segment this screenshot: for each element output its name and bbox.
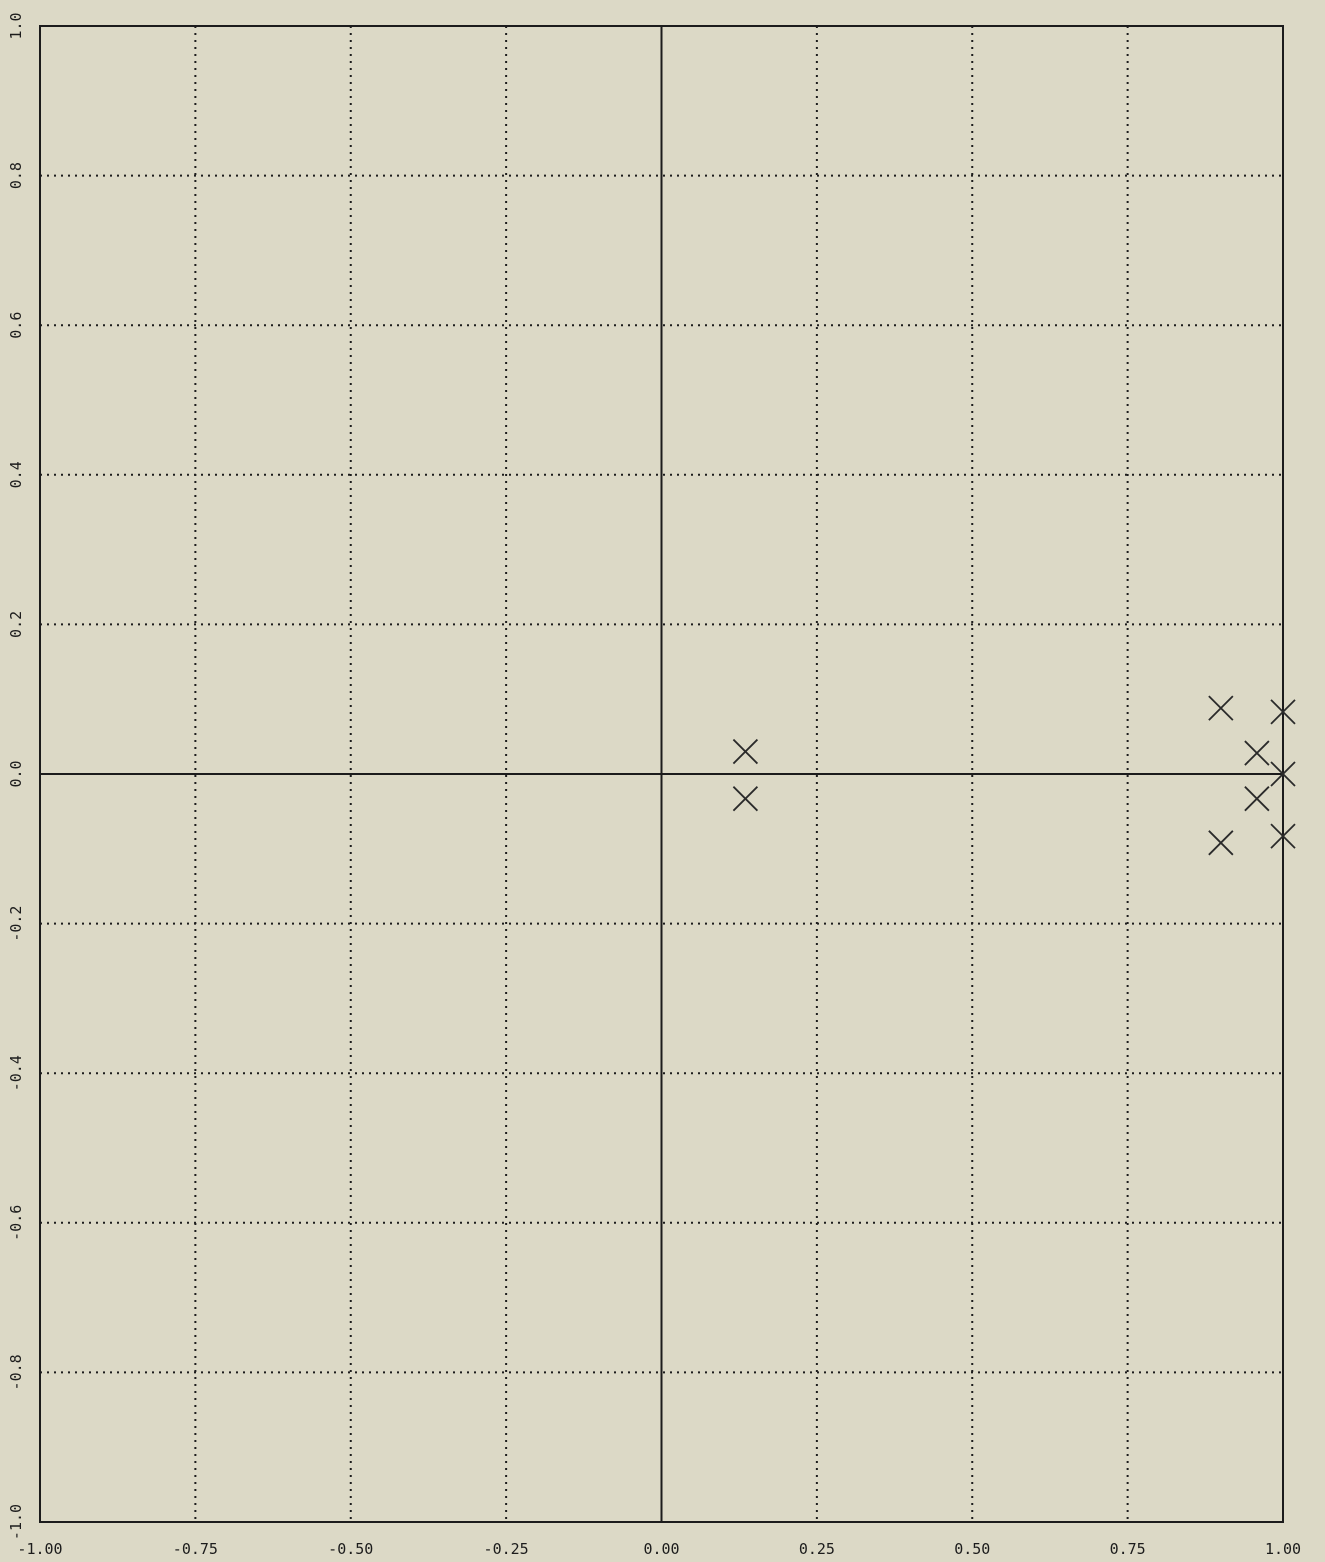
y-tick-label: 0.6 — [7, 312, 25, 339]
pole-marker-stroke — [732, 786, 759, 812]
pole-marker-stroke — [1270, 699, 1296, 725]
y-tick-label: 0.8 — [7, 162, 25, 189]
x-tick-label: -0.50 — [328, 1540, 373, 1558]
x-tick-label: -0.75 — [173, 1540, 218, 1558]
y-tick-label: -0.2 — [7, 906, 25, 942]
grid-lines — [40, 26, 1283, 1522]
pole-marker-stroke — [1208, 695, 1234, 721]
pole-marker — [1208, 830, 1234, 856]
pole-markers — [732, 695, 1296, 856]
pole-marker-stroke — [1270, 823, 1296, 849]
pole-marker — [1244, 786, 1270, 812]
zero-axes — [40, 26, 1283, 1522]
pole-marker — [1270, 699, 1296, 725]
pole-marker-stroke — [732, 738, 759, 765]
y-tick-label: -0.8 — [7, 1354, 25, 1390]
pole-marker-stroke — [1244, 740, 1270, 766]
y-tick-labels: -1.0 -0.8 -0.6 -0.4 -0.2 0.0 0.2 0.4 0.6 0.8 1.0 — [7, 12, 25, 1540]
y-tick-label: 0.2 — [7, 611, 25, 638]
y-tick-label: 1.0 — [7, 12, 25, 39]
pole-marker-stroke — [1244, 786, 1270, 812]
x-tick-label: 0.50 — [954, 1540, 990, 1558]
pole-marker — [1270, 823, 1296, 849]
pole-marker-stroke — [1208, 830, 1234, 856]
x-tick-label: -1.00 — [17, 1540, 62, 1558]
pole-marker-stroke — [1270, 761, 1296, 787]
y-tick-label: -1.0 — [7, 1504, 25, 1540]
pole-marker — [1270, 761, 1296, 787]
y-tick-label: -0.4 — [7, 1055, 25, 1091]
y-tick-label: 0.0 — [7, 760, 25, 787]
pole-marker — [732, 738, 759, 765]
pole-marker — [1244, 740, 1270, 766]
x-tick-labels: -1.00 -0.75 -0.50 -0.25 0.00 0.25 0.50 0.75 1.00 — [17, 1540, 1301, 1558]
x-tick-label: 0.25 — [799, 1540, 835, 1558]
x-tick-label: 0.00 — [643, 1540, 679, 1558]
y-tick-label: 0.4 — [7, 461, 25, 488]
x-tick-label: 1.00 — [1265, 1540, 1301, 1558]
x-tick-label: -0.25 — [484, 1540, 529, 1558]
pole-marker — [732, 786, 759, 812]
y-tick-label: -0.6 — [7, 1205, 25, 1241]
pole-marker — [1208, 695, 1234, 721]
x-tick-label: 0.75 — [1110, 1540, 1146, 1558]
